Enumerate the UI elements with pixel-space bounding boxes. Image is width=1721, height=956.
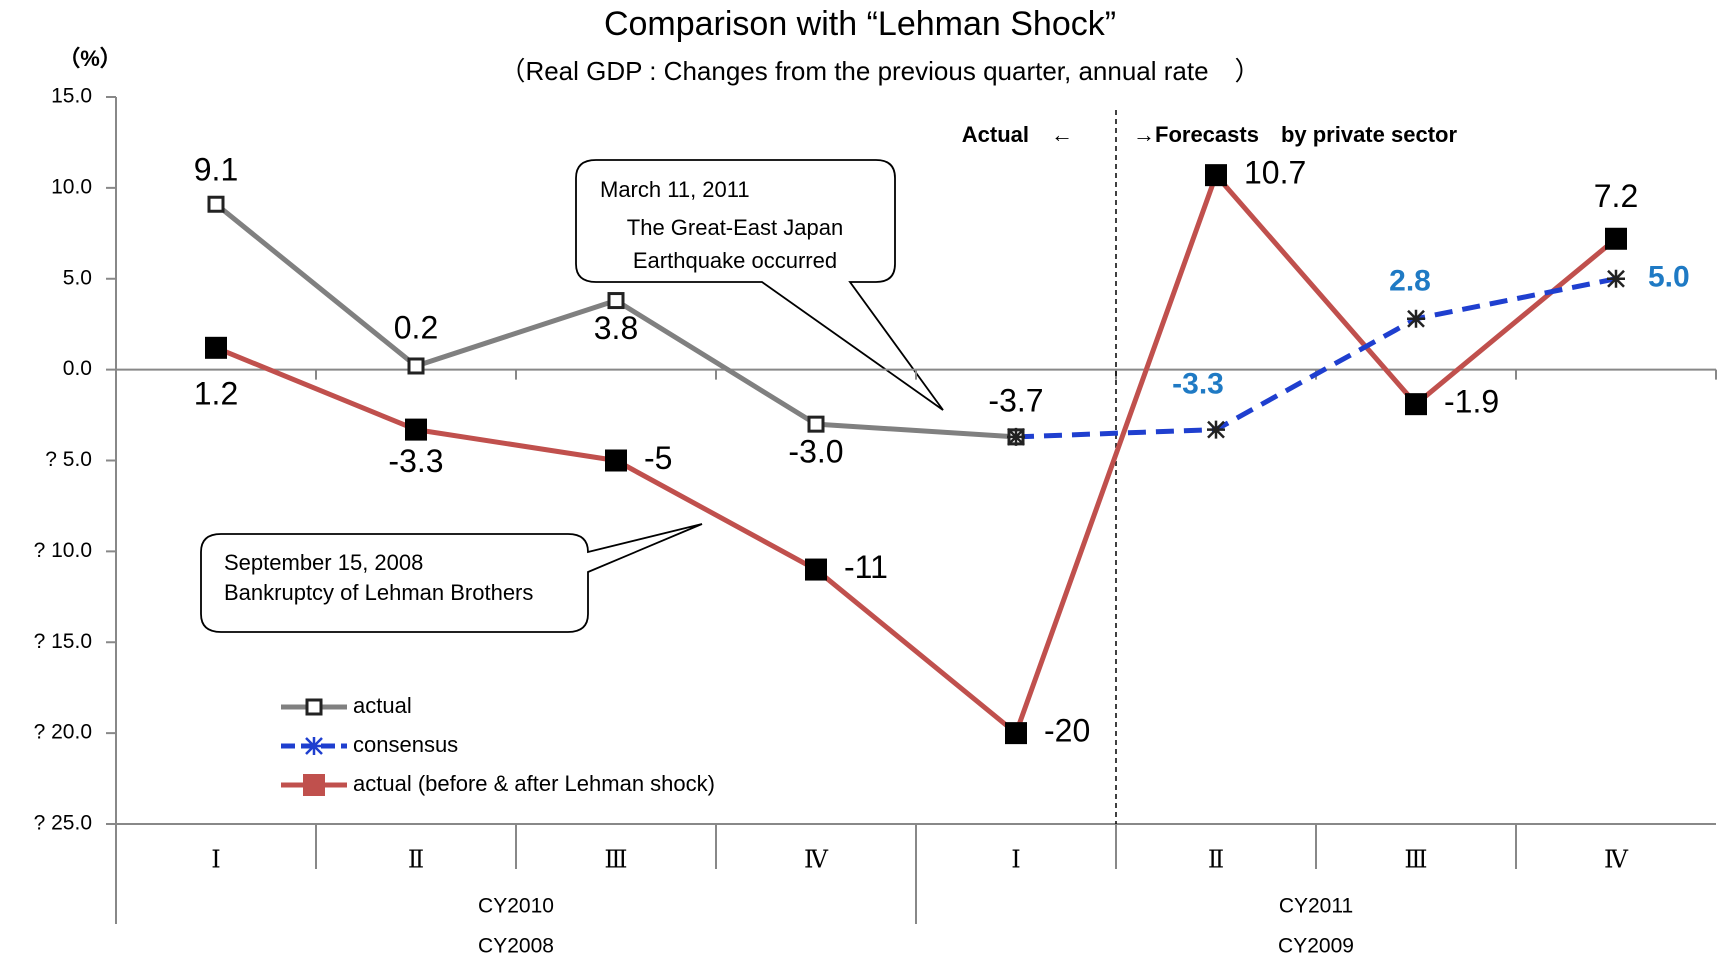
legend-label: actual [353,693,412,718]
marker [1205,164,1227,187]
x-tick-label: Ⅱ [408,846,424,874]
y-tick-label: ? 10.0 [34,539,92,562]
marker [1207,420,1225,439]
marker [1405,393,1427,416]
data-label: 10.7 [1244,155,1306,191]
marker [305,698,323,716]
x-tick-label: Ⅲ [1404,846,1427,874]
data-label: -3.3 [388,443,443,479]
marker [805,558,827,581]
data-label: 2.8 [1389,265,1431,298]
y-tick-label: 10.0 [51,175,92,198]
data-label: 0.2 [394,309,438,345]
y-tick-label: 5.0 [63,266,92,289]
annotation: Bankruptcy of Lehman Brothers [224,580,533,605]
x-tick-label: Ⅲ [604,846,627,874]
marker [607,292,625,310]
series-line [1015,276,1617,440]
group-label: CY2008 [478,935,554,956]
y-tick-label: ? 20.0 [34,721,92,744]
annotation: March 11, 2011 [600,177,750,202]
y-tick-label: ? 15.0 [34,630,92,653]
chart-title: Comparison with “Lehman Shock” [604,5,1116,43]
y-tick-label: 0.0 [63,357,92,380]
data-label: -3.7 [988,382,1043,418]
data-label: -5 [644,440,672,476]
annotation: September 15, 2008 [224,550,423,575]
data-label: -3.0 [788,434,843,470]
series-line [215,172,1618,736]
x-tick-label: Ⅱ [1208,846,1224,874]
marker [1407,309,1425,328]
marker [605,449,627,472]
annotation: The Great-East Japan [627,215,843,240]
legend-label: actual (before & after Lehman shock) [353,771,715,796]
callout [200,523,703,633]
marker [205,336,227,359]
data-label: -1.9 [1444,384,1499,420]
data-label: 3.8 [594,310,638,346]
data-label: 9.1 [194,152,238,188]
legend-label: consensus [353,732,458,757]
data-label: -11 [844,549,888,585]
data-label: -20 [1044,713,1090,749]
data-label: -3.3 [1172,368,1224,401]
marker [407,357,425,375]
annotation: Actual ← [962,122,1073,147]
group-label: CY2009 [1278,935,1354,956]
x-tick-label: Ⅳ [1604,846,1629,874]
y-axis-label: （%） [58,46,122,71]
marker [807,415,825,433]
marker [1005,722,1027,745]
chart-subtitle: （Real GDP : Changes from the previous qu… [499,56,1260,86]
x-tick-label: Ⅰ [211,846,220,874]
group-label: CY2011 [1279,895,1353,918]
marker [405,418,427,441]
x-tick-label: Ⅰ [1011,846,1020,874]
marker [303,774,325,796]
marker [1007,427,1025,446]
marker [1605,227,1627,250]
y-tick-label: ? 25.0 [34,812,92,835]
group-label: CY2010 [478,895,554,918]
data-label: 1.2 [194,375,238,411]
y-tick-label: ? 5.0 [45,448,92,471]
callout [575,159,944,411]
marker [207,195,225,213]
data-label: 7.2 [1594,178,1638,214]
annotation: →Forecasts by private sector [1133,122,1457,147]
data-label: 5.0 [1648,261,1690,294]
annotation: Earthquake occurred [633,248,837,273]
y-tick-label: 15.0 [51,85,92,108]
marker [305,737,323,755]
marker [1607,269,1625,288]
x-tick-label: Ⅳ [804,846,829,874]
